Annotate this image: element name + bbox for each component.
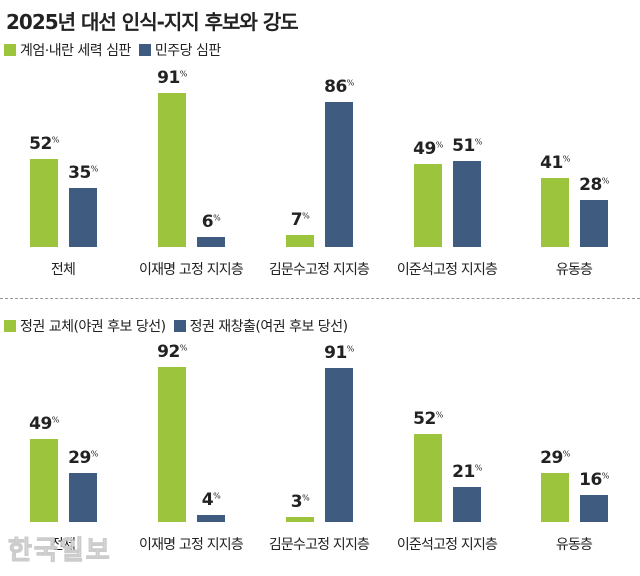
data-label: 92% xyxy=(157,341,187,362)
data-label: 49% xyxy=(413,139,443,160)
data-label: 86% xyxy=(324,76,354,97)
bar-navy xyxy=(580,494,608,522)
bar-navy xyxy=(325,368,353,522)
chart-title: 2025년 대선 인식-지지 후보와 강도 xyxy=(6,10,299,34)
data-label: 6% xyxy=(201,211,221,232)
data-label: 4% xyxy=(201,490,221,511)
legend-swatch-green xyxy=(4,320,16,332)
data-label: 51% xyxy=(452,135,482,156)
data-label: 7% xyxy=(290,210,310,231)
divider xyxy=(0,298,640,299)
category-label: 이준석고정 지지층 xyxy=(396,537,498,553)
legend-label: 정권 교체(야권 후보 당선) xyxy=(20,319,166,335)
bar-green xyxy=(414,434,442,522)
data-label: 16% xyxy=(579,469,609,490)
data-label: 91% xyxy=(157,68,187,89)
category-label: 이준석고정 지지층 xyxy=(396,262,498,278)
category-label: 전체 xyxy=(50,537,76,553)
category-label: 유동층 xyxy=(555,262,593,278)
category-label: 김문수고정 지지층 xyxy=(268,537,370,553)
data-label: 28% xyxy=(579,174,609,195)
legend-1: 계엄·내란 세력 심판 민주당 심판 xyxy=(4,40,221,60)
bar-green xyxy=(541,177,569,247)
data-label: 91% xyxy=(324,343,354,364)
data-label: 29% xyxy=(68,447,98,468)
bar-navy xyxy=(325,101,353,247)
bar-navy xyxy=(69,187,97,247)
bar-green xyxy=(414,164,442,247)
bar-green xyxy=(158,366,186,522)
bar-navy xyxy=(453,486,481,522)
data-label: 52% xyxy=(29,134,59,155)
bar-navy xyxy=(197,236,225,247)
legend-label: 계엄·내란 세력 심판 xyxy=(20,43,131,59)
category-label: 전체 xyxy=(50,262,76,278)
legend-swatch-green xyxy=(4,44,16,56)
data-label: 3% xyxy=(290,491,310,512)
legend-label: 민주당 심판 xyxy=(154,43,221,59)
bar-green xyxy=(158,93,186,247)
bar-green xyxy=(286,516,314,522)
legend-swatch-navy xyxy=(138,44,151,56)
data-label: 52% xyxy=(413,409,443,430)
bar-navy xyxy=(69,472,97,522)
category-label: 이재명 고정 지지층 xyxy=(139,262,244,278)
legend-2: 정권 교체(야권 후보 당선) 정권 재창출(여권 후보 당선) xyxy=(4,316,348,336)
bar-green xyxy=(30,159,58,247)
data-label: 49% xyxy=(29,414,59,435)
legend-swatch-navy xyxy=(173,320,186,332)
bar-navy xyxy=(197,515,225,522)
category-label: 이재명 고정 지지층 xyxy=(139,537,244,553)
data-label: 41% xyxy=(540,152,570,173)
category-label: 유동층 xyxy=(555,537,593,553)
data-label: 29% xyxy=(540,447,570,468)
bar-green xyxy=(286,235,314,247)
bar-green xyxy=(30,439,58,522)
watermark-logo: 한국일보 xyxy=(8,536,112,567)
bar-navy xyxy=(580,199,608,247)
data-label: 21% xyxy=(452,461,482,482)
category-label: 김문수고정 지지층 xyxy=(268,262,370,278)
bar-navy xyxy=(453,160,481,247)
data-label: 35% xyxy=(68,162,98,183)
bar-green xyxy=(541,472,569,522)
legend-label: 정권 재창출(여권 후보 당선) xyxy=(189,319,348,335)
